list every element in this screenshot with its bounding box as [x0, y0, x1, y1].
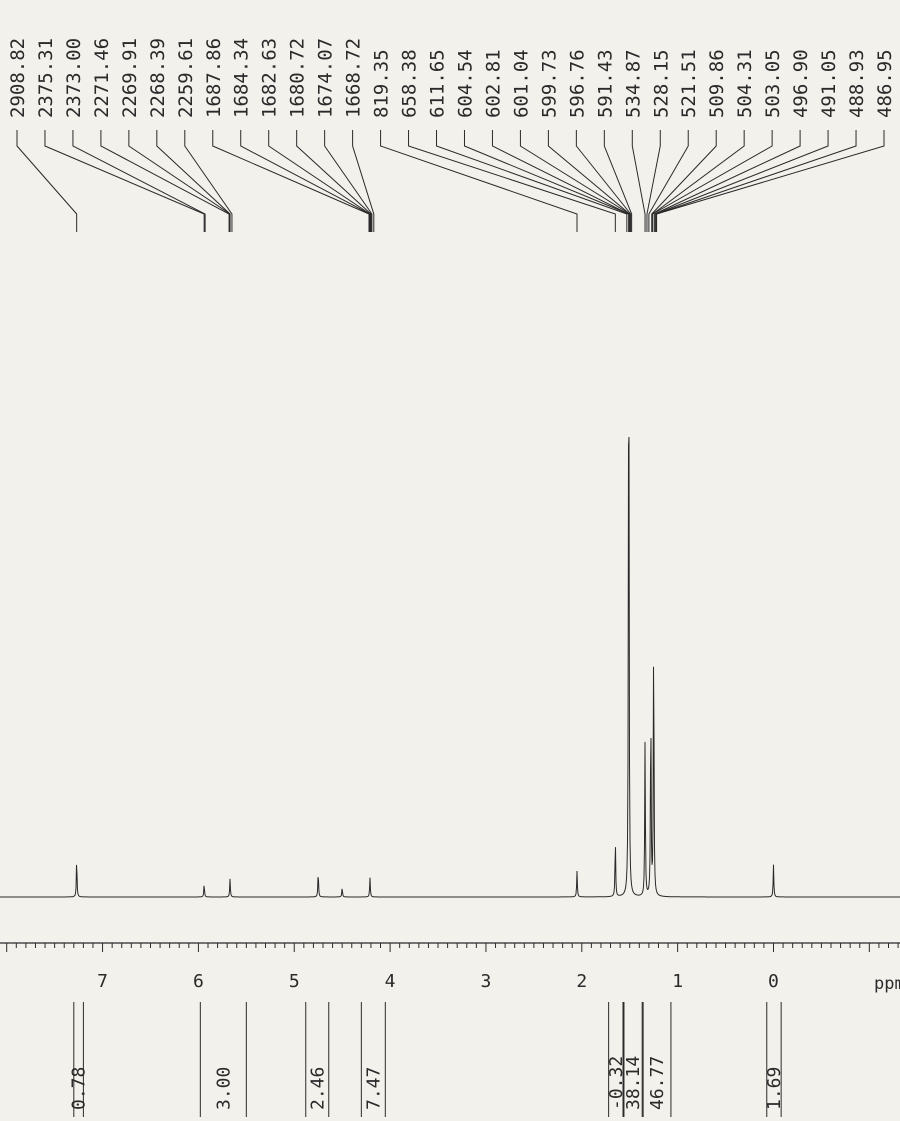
peak-connector-line	[652, 130, 745, 232]
peak-shift-label: 491.05	[818, 49, 840, 118]
peak-shift-label: 509.86	[706, 49, 728, 118]
integral-value-label: 2.46	[307, 1067, 328, 1110]
peak-shift-label: 601.04	[510, 49, 532, 118]
peak-connector-line	[547, 130, 631, 232]
x-tick-label: 4	[385, 971, 396, 992]
peak-shift-label: 2268.39	[147, 38, 169, 118]
peak-connector-line	[519, 130, 631, 232]
integral-value-label: 7.47	[363, 1067, 384, 1110]
peak-connector-line	[652, 130, 773, 232]
peak-shift-label: 504.31	[734, 49, 756, 118]
x-tick-label: 6	[193, 971, 204, 992]
peak-connector-line	[603, 130, 633, 232]
peak-shift-label: 602.81	[482, 49, 504, 118]
integral-value-label: 0.78	[69, 1067, 90, 1110]
peak-shift-label: 599.73	[538, 49, 560, 118]
peak-shift-label: 488.93	[846, 49, 868, 118]
peak-connector-line	[212, 130, 370, 232]
x-tick-label: 7	[97, 971, 108, 992]
peak-shift-label: 2908.82	[7, 38, 29, 118]
peak-connector-line	[656, 130, 857, 232]
integral-value-label: 1.69	[764, 1067, 785, 1110]
peak-shift-label: 1684.34	[231, 38, 253, 118]
peak-shift-label: 2259.61	[175, 38, 197, 118]
peak-shift-label: 591.43	[594, 49, 616, 118]
x-tick-label: 1	[672, 971, 683, 992]
peak-shift-label: 534.87	[622, 49, 644, 118]
peak-label-group: 2908.82 2375.31 2373.00 2271.46 2269.91 2268.…	[7, 38, 896, 118]
peak-connector-line	[631, 130, 646, 232]
peak-shift-label: 528.15	[650, 49, 672, 118]
peak-connector-line	[648, 130, 689, 232]
peak-shift-label: 611.65	[427, 49, 449, 118]
peak-connector-line	[380, 130, 578, 232]
peak-connector-line	[436, 130, 628, 232]
peak-shift-label: 2271.46	[91, 38, 113, 118]
peak-connector-line	[646, 130, 661, 232]
peak-connector-line	[268, 130, 371, 232]
peak-shift-label: 2375.31	[35, 38, 57, 118]
peak-connector-line	[655, 130, 829, 232]
peak-shift-label: 496.90	[790, 49, 812, 118]
peak-shift-label: 1682.63	[259, 38, 281, 118]
peak-connector-line	[408, 130, 616, 232]
peak-shift-label: 503.05	[762, 49, 784, 118]
peak-connector-line	[491, 130, 630, 232]
peak-shift-label: 521.51	[678, 49, 700, 118]
peak-shift-label: 596.76	[566, 49, 588, 118]
peak-connector-line	[654, 130, 801, 232]
peak-shift-label: 2373.00	[63, 38, 85, 118]
peak-connector-line	[44, 130, 205, 232]
peak-connector-line	[240, 130, 371, 232]
x-axis-label: ppm	[874, 974, 900, 994]
peak-shift-label: 658.38	[399, 49, 421, 118]
peak-connector-line	[651, 130, 717, 232]
peak-connector-line	[128, 130, 231, 232]
peak-shift-label: 1674.07	[315, 38, 337, 118]
peak-connector-line	[575, 130, 632, 232]
peak-connector-line	[656, 130, 885, 232]
integral-value-label: 46.77	[647, 1056, 668, 1110]
peak-shift-label: 1687.86	[203, 38, 225, 118]
spectrum-trace-group	[0, 436, 900, 898]
integral-value-label: -0.32	[606, 1056, 627, 1110]
integral-value-label: 38.14	[623, 1056, 644, 1110]
x-tick-label: 3	[481, 971, 492, 992]
peak-connector-line	[296, 130, 372, 232]
ppm-axis: ppm 7 6 5 4 3 2 1 0	[0, 942, 900, 994]
peak-connector-line	[184, 130, 233, 232]
peak-shift-label: 604.54	[454, 49, 476, 118]
x-tick-label: 5	[289, 971, 300, 992]
peak-shift-label: 2269.91	[119, 38, 141, 118]
integral-value-label: 3.00	[213, 1067, 234, 1110]
peak-shift-label: 1680.72	[287, 38, 309, 118]
spectrum-trace	[0, 436, 900, 898]
peak-connector-line	[100, 130, 230, 232]
peak-connector-line	[16, 130, 78, 232]
peak-connector-line	[156, 130, 231, 232]
peak-shift-label: 819.35	[371, 49, 393, 118]
peak-connector-line	[72, 130, 206, 232]
x-tick-label: 2	[576, 971, 587, 992]
peak-connector-line	[324, 130, 373, 232]
peak-connector-line	[352, 130, 375, 232]
peak-shift-label: 486.95	[874, 49, 896, 118]
peak-connector-group	[16, 130, 885, 232]
x-tick-label: 0	[768, 971, 779, 992]
peak-shift-label: 1668.72	[343, 38, 365, 118]
